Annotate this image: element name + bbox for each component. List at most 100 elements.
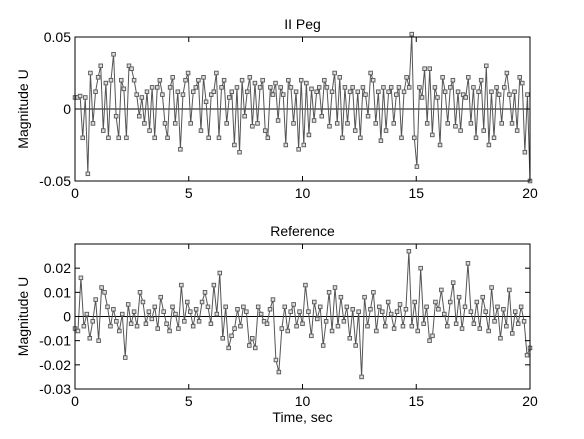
data-point (297, 309, 302, 314)
data-point (422, 66, 427, 71)
data-point (377, 304, 382, 310)
data-point (453, 124, 458, 129)
data-point (334, 121, 340, 126)
data-point (293, 89, 299, 94)
data-point (87, 336, 93, 341)
x-tick-label: 15 (408, 393, 424, 409)
data-point (381, 85, 386, 90)
data-point (95, 75, 101, 80)
data-point (173, 311, 178, 317)
data-point (185, 70, 191, 76)
data-point (401, 89, 407, 94)
data-point (300, 321, 305, 327)
data-point (414, 164, 420, 169)
data-point (78, 275, 84, 281)
data-point (386, 89, 391, 94)
data-point (326, 290, 332, 295)
data-point (229, 333, 234, 339)
data-point (90, 121, 96, 126)
data-point (193, 85, 199, 90)
data-point (456, 294, 462, 300)
data-point (84, 311, 90, 317)
data-point (193, 307, 199, 312)
data-point (129, 66, 134, 71)
data-point (315, 316, 320, 322)
data-point (144, 89, 150, 94)
data-point (149, 85, 155, 90)
data-point (196, 319, 202, 324)
data-point (436, 307, 441, 312)
data-point (512, 309, 518, 314)
data-point (478, 77, 484, 83)
data-point (427, 66, 433, 71)
data-point (237, 149, 242, 155)
data-point (235, 307, 240, 312)
data-point (229, 89, 235, 94)
data-point (442, 311, 447, 317)
data-point (406, 248, 412, 254)
data-point (143, 321, 149, 327)
data-point (296, 147, 301, 152)
data-point (496, 92, 502, 97)
data-point (376, 89, 381, 94)
data-point (294, 323, 299, 329)
data-point (510, 331, 515, 336)
data-point (312, 299, 317, 305)
data-point (502, 85, 507, 90)
data-point (98, 63, 103, 69)
data-point (356, 309, 361, 314)
data-point (267, 307, 273, 312)
data-point (480, 294, 485, 300)
data-point (433, 299, 438, 305)
data-point (188, 121, 193, 126)
data-point (139, 95, 145, 100)
data-point (440, 75, 445, 80)
data-point (108, 323, 113, 329)
data-point (489, 89, 494, 94)
data-point (265, 135, 271, 141)
data-point (93, 297, 98, 302)
data-point (125, 302, 131, 307)
data-point (477, 326, 483, 331)
data-point (465, 261, 471, 266)
data-point (155, 85, 160, 90)
data-point (252, 80, 258, 86)
data-point (459, 326, 465, 331)
data-point (340, 135, 345, 141)
data-point (158, 294, 163, 300)
data-point (224, 121, 229, 126)
data-point (468, 121, 474, 126)
data-point (117, 328, 122, 334)
data-point (450, 280, 456, 285)
data-point (180, 92, 186, 97)
data-point (329, 89, 335, 94)
data-point (332, 70, 337, 76)
series-line (75, 34, 531, 182)
data-point (99, 285, 104, 290)
data-point (128, 321, 134, 327)
data-point (450, 77, 456, 83)
data-point (435, 95, 440, 100)
data-point (344, 304, 350, 310)
data-point (137, 113, 142, 119)
data-point (226, 345, 231, 351)
y-tick-label: 0.02 (44, 260, 71, 276)
data-point (232, 326, 237, 331)
data-point (382, 323, 388, 329)
data-point (102, 290, 107, 295)
data-point (332, 285, 338, 290)
data-point (442, 89, 448, 94)
x-tick-label: 15 (408, 185, 424, 201)
data-point (394, 92, 399, 97)
data-point (484, 63, 489, 69)
data-point (120, 311, 125, 317)
data-point (327, 124, 332, 129)
data-point (216, 135, 222, 141)
data-point (167, 85, 173, 90)
data-point (495, 304, 500, 310)
data-point (352, 128, 358, 133)
data-point (499, 121, 504, 126)
data-point (400, 323, 406, 329)
data-point (409, 31, 415, 37)
data-point (288, 309, 293, 314)
